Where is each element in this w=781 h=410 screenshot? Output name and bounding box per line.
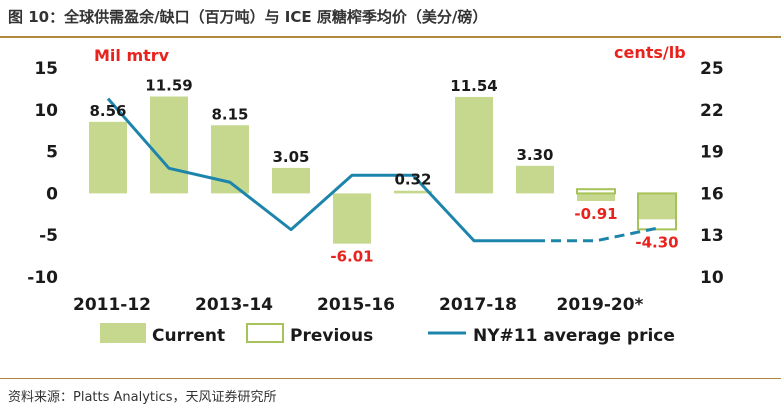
price-line-dashed [535,226,658,243]
legend: Current Previous NY#11 average price [100,323,675,346]
left-tick-label: 0 [46,184,58,204]
data-labels: 8.56 11.59 8.15 3.05 -6.01 0.32 11.54 3.30 -0.91… [89,77,678,266]
x-tick-label: 2017-18 [439,295,517,315]
bar-value-label: 3.30 [516,146,553,164]
right-unit-label: cents/lb [614,43,686,62]
x-axis-ticks: 2011-12 2013-14 2015-16 2017-18 2019-20* [73,295,644,315]
current-bar [577,193,615,202]
x-tick-label: 2013-14 [195,295,273,315]
bar-value-label: 11.59 [145,77,192,95]
left-tick-label: 15 [34,59,58,79]
right-tick-label: 19 [700,143,724,163]
current-bar [333,193,371,244]
left-axis: 15 10 5 0 -5 -10 [27,59,58,288]
right-axis: 25 22 19 16 13 10 [700,59,724,288]
current-bar [272,167,310,194]
title-rule [0,36,781,38]
bar-value-label: -6.01 [330,248,373,266]
current-bar [638,193,676,220]
bar-value-label: 11.54 [450,77,497,95]
bar-value-label: -0.91 [574,205,617,223]
current-bar [150,96,188,194]
right-tick-label: 10 [700,268,724,288]
current-bar [89,121,127,194]
bar-value-label: 0.32 [394,171,431,189]
current-bar [455,96,493,194]
bar-value-label: -4.30 [635,233,678,251]
left-unit-label: Mil mtrv [94,46,170,65]
left-tick-label: 10 [34,101,58,121]
x-tick-label: 2015-16 [317,295,395,315]
right-tick-label: 13 [700,226,724,246]
left-tick-label: -5 [39,226,58,246]
bars [89,96,677,244]
left-tick-label: -10 [27,268,58,288]
bar-value-label: 3.05 [272,148,309,166]
bar-value-label: 8.56 [89,102,126,120]
legend-line-label: NY#11 average price [473,326,675,346]
legend-previous-swatch [246,323,284,343]
right-tick-label: 22 [700,101,724,121]
right-tick-label: 25 [700,59,724,79]
previous-bar [637,192,677,231]
x-tick-label: 2011-12 [73,295,151,315]
price-line-solid [106,97,535,243]
bar-value-label: 8.15 [211,105,248,123]
source-note: 资料来源：Platts Analytics，天风证券研究所 [8,390,277,405]
legend-current-label: Current [152,326,225,346]
x-tick-label: 2019-20* [557,295,644,315]
right-tick-label: 16 [700,184,724,204]
current-bar [394,190,432,194]
left-tick-label: 5 [46,143,58,163]
source-rule [0,378,781,379]
legend-current-swatch [100,323,146,343]
current-bar [516,165,554,194]
price-line [106,97,658,243]
figure-title: 图 10：全球供需盈余/缺口（百万吨）与 ICE 原糖榨季均价（美分/磅） [8,8,488,26]
legend-previous-label: Previous [290,326,373,346]
previous-bar [576,188,616,195]
